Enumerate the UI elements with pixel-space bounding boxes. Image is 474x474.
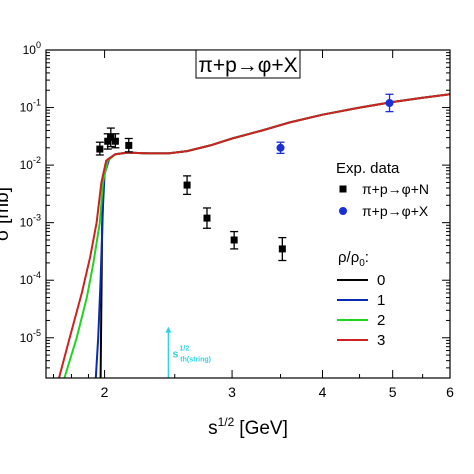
- x-tick-label: 4: [319, 384, 327, 400]
- model-curves: [58, 93, 450, 378]
- title-box: π+p→φ+X: [195, 49, 301, 79]
- legend-model-title-main: ρ/ρ: [338, 249, 359, 266]
- legend-model-title-sub: 0: [359, 258, 365, 269]
- x-axis-label-sup: 1/2: [218, 415, 235, 429]
- data-point-square: [203, 214, 211, 222]
- threshold-arrow-head: [165, 326, 172, 333]
- y-tick-exp: -5: [33, 328, 41, 338]
- legend-data-entries: π+p→φ+N π+p→φ+X: [339, 181, 429, 219]
- title-frame: [195, 49, 301, 79]
- legend-model-label: 2: [377, 312, 385, 329]
- legend-data-title: Exp. data: [336, 160, 400, 177]
- data-point-square: [107, 134, 115, 142]
- y-tick-label: 100: [23, 40, 41, 57]
- y-tick-base: 10: [20, 331, 34, 345]
- x-axis-label-main: s: [208, 418, 218, 439]
- legend-data-label: π+p→φ+N: [362, 181, 429, 197]
- y-tick-exp: -4: [33, 270, 41, 280]
- curve-rho-2: [63, 93, 450, 378]
- x-tick-label: 5: [389, 384, 397, 400]
- x-axis-label-unit: [GeV]: [239, 418, 288, 439]
- y-tick-base: 10: [20, 158, 34, 172]
- x-tick-label: 6: [446, 384, 454, 400]
- y-tick-label: 10-5: [20, 328, 41, 345]
- legend-model-title: ρ/ρ0:: [338, 249, 369, 269]
- y-tick-label: 10-1: [20, 98, 41, 115]
- data-point-square: [104, 137, 112, 145]
- data-points: [95, 93, 394, 262]
- y-axis-label: σ [mb]: [0, 187, 13, 241]
- legend-model-entries: 0 1 2 3: [337, 272, 385, 349]
- data-point-square: [125, 141, 133, 149]
- threshold-label: s1/2 th(string): [172, 346, 211, 364]
- data-point-square: [230, 236, 238, 244]
- legend-marker-circle: [339, 207, 347, 215]
- y-tick-base: 10: [20, 101, 34, 115]
- legend-model-label: 0: [377, 272, 385, 289]
- y-tick-exp: -3: [33, 213, 41, 223]
- data-point-circle: [276, 143, 285, 152]
- y-tick-exp: 0: [36, 40, 41, 50]
- curve-rho-3: [58, 93, 450, 378]
- curve-rho-1: [94, 93, 450, 378]
- threshold-label-main: s: [172, 349, 178, 361]
- y-tick-exp: -2: [33, 155, 41, 165]
- curve-rho-0: [99, 93, 450, 378]
- legend-marker-square: [339, 185, 347, 193]
- legend-model-label: 3: [377, 332, 385, 349]
- chart-title: π+p→φ+X: [198, 54, 297, 77]
- data-point-square: [96, 145, 104, 153]
- legend-data-label: π+p→φ+X: [362, 203, 429, 219]
- y-tick-base: 10: [23, 43, 37, 57]
- y-tick-label: 10-2: [20, 155, 41, 172]
- legend-model-title-suffix: :: [365, 249, 369, 266]
- data-point-square: [111, 137, 119, 145]
- data-point-square: [183, 181, 191, 189]
- y-tick-base: 10: [20, 273, 34, 287]
- x-axis-label: s1/2 [GeV]: [208, 415, 288, 439]
- threshold-label-sup: 1/2: [180, 346, 190, 353]
- y-tick-base: 10: [20, 216, 34, 230]
- y-tick-exp: -1: [33, 98, 41, 108]
- y-tick-label: 10-4: [20, 270, 41, 287]
- threshold-annotation: s1/2 th(string): [165, 326, 211, 378]
- data-point-square: [278, 245, 286, 253]
- y-tick-label: 10-3: [20, 213, 41, 230]
- legend-model-label: 1: [377, 292, 385, 309]
- data-point-circle: [385, 98, 394, 107]
- x-tick-label: 2: [101, 384, 109, 400]
- threshold-label-sub: th(string): [180, 357, 211, 364]
- x-tick-label: 3: [228, 384, 236, 400]
